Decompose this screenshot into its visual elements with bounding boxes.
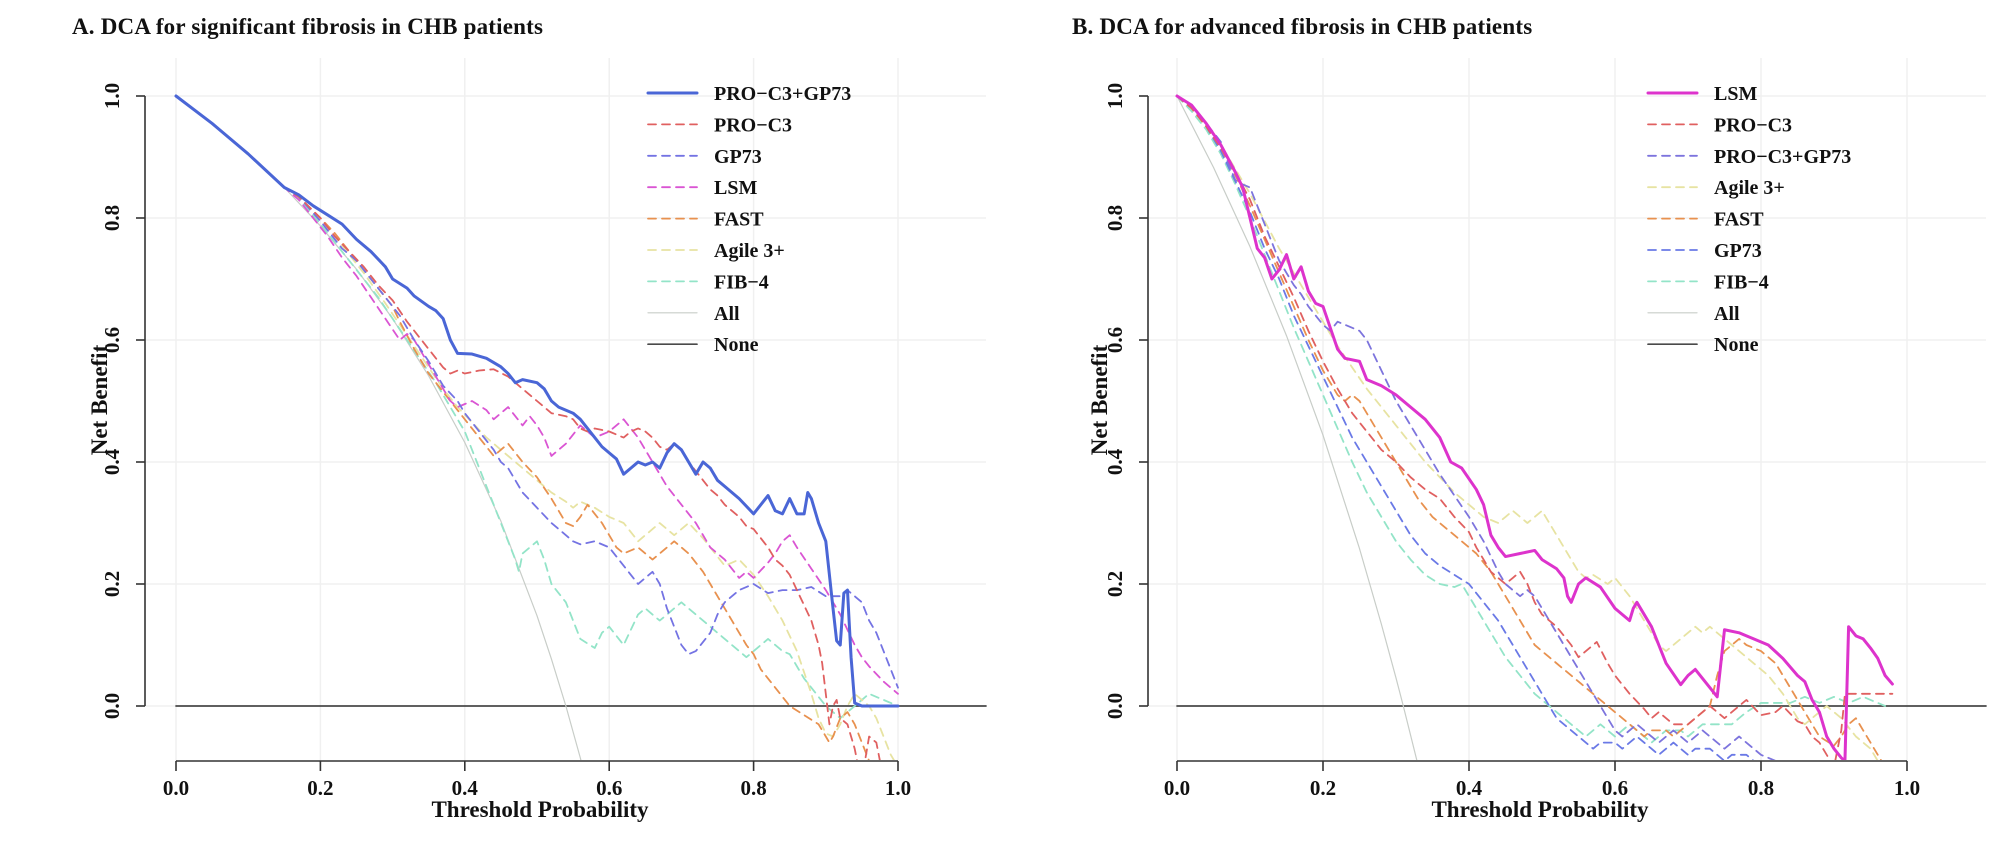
panel-a-title: A. DCA for significant fibrosis in CHB p… xyxy=(72,14,544,39)
panel-b-chart: 0.0 0.2 0.4 0.6 0.8 1.0 0.0 0.2 0.4 0.6 0.8 1.0 LSM P… xyxy=(1103,58,1987,800)
x-tick-label: 0.6 xyxy=(596,776,622,800)
y-tick-label: 0.8 xyxy=(100,205,124,231)
panel-b: 0.0 0.2 0.4 0.6 0.8 1.0 0.0 0.2 0.4 0.6 0.8 1.0 LSM P… xyxy=(1000,0,1999,855)
series-fib-4 xyxy=(175,95,899,720)
x-tick-label: 0.2 xyxy=(307,776,333,800)
series-lsm xyxy=(175,95,899,695)
panel-b-x-axis-title: Threshold Probability xyxy=(1431,797,1649,822)
series-group xyxy=(174,94,987,760)
panel-b-y-axis-title: Net Benefit xyxy=(1087,344,1112,456)
y-tick-label: 0.2 xyxy=(100,571,124,597)
legend-label-pro-c3: PRO−C3 xyxy=(714,114,792,136)
legend-label-gp73: GP73 xyxy=(714,146,762,168)
series-pro-c3-gp73 xyxy=(1176,95,1776,760)
series-pro-c3 xyxy=(175,95,881,760)
y-tick-label: 0.6 xyxy=(100,327,124,353)
legend-label-all: All xyxy=(1714,303,1740,325)
legend-label-pro-c3: PRO−C3 xyxy=(1714,114,1792,136)
legend-label-agile-3: Agile 3+ xyxy=(714,240,785,262)
series-pro-c3 xyxy=(1176,95,1894,760)
x-tick-label: 0.6 xyxy=(1602,776,1628,800)
legend-label-all: All xyxy=(714,303,740,325)
x-tick-label: 1.0 xyxy=(885,776,911,800)
legend-label-agile-3: Agile 3+ xyxy=(1714,177,1785,199)
series-gp73 xyxy=(175,95,899,689)
y-tick-label: 0.0 xyxy=(100,693,124,719)
x-tick-label: 0.2 xyxy=(1310,776,1336,800)
x-tick-label: 0.4 xyxy=(1456,776,1483,800)
legend-label-fib-4: FIB−4 xyxy=(1714,271,1769,293)
axes: 0.0 0.2 0.4 0.6 0.8 1.0 0.0 0.2 0.4 0.6 0.8 1.0 xyxy=(1103,83,1920,800)
y-tick-label: 0.4 xyxy=(1103,448,1127,475)
y-tick-label: 1.0 xyxy=(100,83,124,109)
series-group xyxy=(1175,94,1987,760)
x-tick-label: 0.0 xyxy=(1164,776,1190,800)
series-fib-4 xyxy=(1176,95,1886,744)
legend-label-gp73: GP73 xyxy=(1714,240,1762,262)
legend-label-none: None xyxy=(714,334,759,356)
y-tick-label: 0.2 xyxy=(1103,571,1127,597)
x-tick-label: 0.8 xyxy=(1748,776,1774,800)
panel-a-y-axis-title: Net Benefit xyxy=(87,344,112,456)
legend-label-fast: FAST xyxy=(1714,209,1764,231)
series-agile-3 xyxy=(1176,95,1879,760)
panel-b-title: B. DCA for advanced fibrosis in CHB pati… xyxy=(1072,14,1533,39)
y-tick-label: 1.0 xyxy=(1103,83,1127,109)
y-tick-label: 0.4 xyxy=(100,448,124,475)
series-pro-c3-gp73 xyxy=(174,94,900,708)
legend-label-lsm: LSM xyxy=(1714,83,1757,105)
series-fast xyxy=(1176,95,1882,760)
legend-label-fast: FAST xyxy=(714,209,764,231)
panel-a-chart: 0.0 0.2 0.4 0.6 0.8 1.0 0.0 0.2 0.4 0.6 0.8 1.0 PRO−… xyxy=(100,58,987,800)
series-lsm xyxy=(1175,94,1894,760)
panel-a: 0.0 0.2 0.4 0.6 0.8 1.0 0.0 0.2 0.4 0.6 0.8 1.0 PRO−… xyxy=(0,0,999,855)
legend-label-lsm: LSM xyxy=(714,177,757,199)
y-tick-label: 0.0 xyxy=(1103,693,1127,719)
panel-a-x-axis-title: Threshold Probability xyxy=(431,797,649,822)
legend: LSM PRO−C3 PRO−C3+GP73 Agile 3+ FAST GP73 FIB−… xyxy=(1646,83,1851,356)
series-agile-3 xyxy=(175,95,895,760)
axes: 0.0 0.2 0.4 0.6 0.8 1.0 0.0 0.2 0.4 0.6 0.8 1.0 xyxy=(100,83,911,800)
legend-label-fib-4: FIB−4 xyxy=(714,271,769,293)
y-tick-label: 0.6 xyxy=(1103,327,1127,353)
legend: PRO−C3+GP73 PRO−C3 GP73 LSM FAST Agile 3+ FIB−… xyxy=(646,83,851,356)
legend-label-pro-c3-gp73: PRO−C3+GP73 xyxy=(714,83,851,105)
series-all xyxy=(175,95,582,760)
x-tick-label: 0.8 xyxy=(740,776,766,800)
legend-label-pro-c3-gp73: PRO−C3+GP73 xyxy=(1714,146,1851,168)
x-tick-label: 0.0 xyxy=(163,776,189,800)
x-tick-label: 1.0 xyxy=(1894,776,1920,800)
series-all xyxy=(1176,95,1418,760)
series-gp73 xyxy=(1176,95,1755,760)
y-tick-label: 0.8 xyxy=(1103,205,1127,231)
x-tick-label: 0.4 xyxy=(452,776,479,800)
series-fast xyxy=(175,95,870,760)
grid xyxy=(1148,58,1986,761)
legend-label-none: None xyxy=(1714,334,1759,356)
